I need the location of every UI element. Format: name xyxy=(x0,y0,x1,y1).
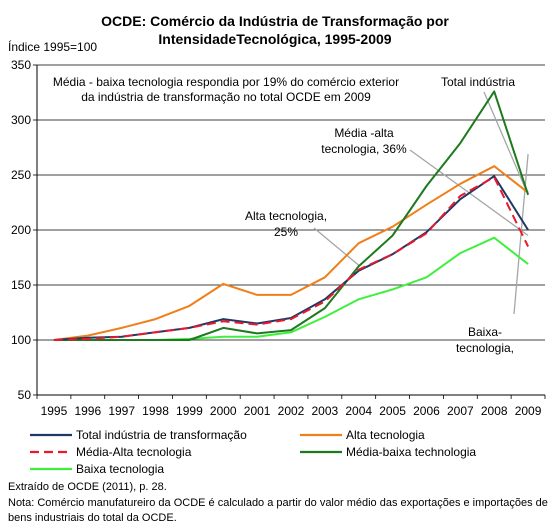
callout-total xyxy=(483,91,529,196)
label-baixa-2: tecnologia, xyxy=(456,341,514,355)
x-axis: 1995 1996 1997 1998 1999 2000 2001 2002 2003 2004… xyxy=(36,394,546,418)
annotation-top-line-2: da indústria de transformação no total O… xyxy=(81,90,371,104)
legend-item-media-alta: Média-Alta tecnologia xyxy=(30,445,191,459)
annotation-top-line-1: Média - baixa tecnologia respondia por 1… xyxy=(53,75,399,89)
x-tick-label: 2006 xyxy=(413,404,440,418)
series-line-media-baixa xyxy=(53,90,530,341)
y-tick-label: 300 xyxy=(11,113,31,127)
y-tick-label: 350 xyxy=(11,58,31,72)
x-tick-label: 2005 xyxy=(379,404,406,418)
x-tick-label: 2002 xyxy=(278,404,305,418)
label-total-industria: Total indústria xyxy=(441,75,515,89)
x-tick-label: 1996 xyxy=(74,404,101,418)
y-tick-label: 150 xyxy=(11,278,31,292)
title-line-2: IntensidadeTecnológica, 1995-2009 xyxy=(158,31,392,47)
legend-label-baixa: Baixa tecnologia xyxy=(76,462,165,476)
x-tick-label: 2001 xyxy=(244,404,271,418)
legend-label-total: Total indústria de transformação xyxy=(76,428,247,442)
y-tick-label: 100 xyxy=(11,333,31,347)
legend-item-baixa: Baixa tecnologia xyxy=(30,462,164,476)
legend-swatch-media-alta xyxy=(30,450,72,454)
label-media-alta-1: Média -alta xyxy=(334,126,394,140)
legend-swatch-alta xyxy=(300,433,342,437)
x-tick-label: 2000 xyxy=(210,404,237,418)
legend-swatch-media-baixa xyxy=(300,450,342,454)
legend-item-alta: Alta tecnologia xyxy=(300,428,425,442)
legend-swatch-baixa xyxy=(30,467,72,471)
source-text: Extraído de OCDE (2011), p. 28. xyxy=(8,481,167,493)
label-alta-1: Alta tecnologia, xyxy=(245,209,327,223)
label-baixa-1: Baixa- xyxy=(468,325,502,339)
x-tick-label: 1995 xyxy=(41,404,68,418)
x-tick-label: 2007 xyxy=(447,404,474,418)
y-tick-label: 200 xyxy=(11,223,31,237)
series-line-alta xyxy=(53,165,529,341)
x-tick-label: 1997 xyxy=(108,404,135,418)
x-tick-label: 2004 xyxy=(345,404,372,418)
legend-label-alta: Alta tecnologia xyxy=(346,428,425,442)
annotations: Média - baixa tecnologia respondia por 1… xyxy=(53,75,515,355)
chart-title: OCDE: Comércio da Indústria de Transform… xyxy=(0,12,550,48)
legend-label-media-baixa: Média-baixa technologia xyxy=(346,445,477,459)
label-media-alta-2: tecnologia, 36% xyxy=(321,142,407,156)
y-tick-label: 50 xyxy=(18,388,32,402)
x-tick-label: 2009 xyxy=(515,404,542,418)
title-line-1: OCDE: Comércio da Indústria de Transform… xyxy=(101,13,449,29)
x-tick-label: 2008 xyxy=(481,404,508,418)
label-alta-2: 25% xyxy=(274,225,298,239)
y-axis: 50 100 150 200 250 300 350 xyxy=(11,58,38,402)
series-line-media-alta xyxy=(53,176,529,341)
series-line-baixa xyxy=(53,236,529,341)
legend-label-media-alta: Média-Alta tecnologia xyxy=(76,445,192,459)
note-line-1: Nota: Comércio manufatureiro da OCDE é c… xyxy=(8,497,548,509)
series-line-total xyxy=(53,175,529,341)
x-tick-label: 1999 xyxy=(176,404,203,418)
legend-item-media-baixa: Média-baixa technologia xyxy=(300,445,476,459)
series-group xyxy=(53,90,530,341)
grid-lines xyxy=(37,64,545,341)
x-tick-label: 1998 xyxy=(142,404,169,418)
legend-swatch-total xyxy=(30,433,72,437)
legend-item-total: Total indústria de transformação xyxy=(30,428,247,442)
note-line-2: bens industriais do total da OCDE. xyxy=(8,512,177,524)
y-axis-label: Índice 1995=100 xyxy=(8,40,98,54)
callout-alta xyxy=(313,227,360,266)
y-tick-label: 250 xyxy=(11,168,31,182)
x-tick-label: 2003 xyxy=(312,404,339,418)
